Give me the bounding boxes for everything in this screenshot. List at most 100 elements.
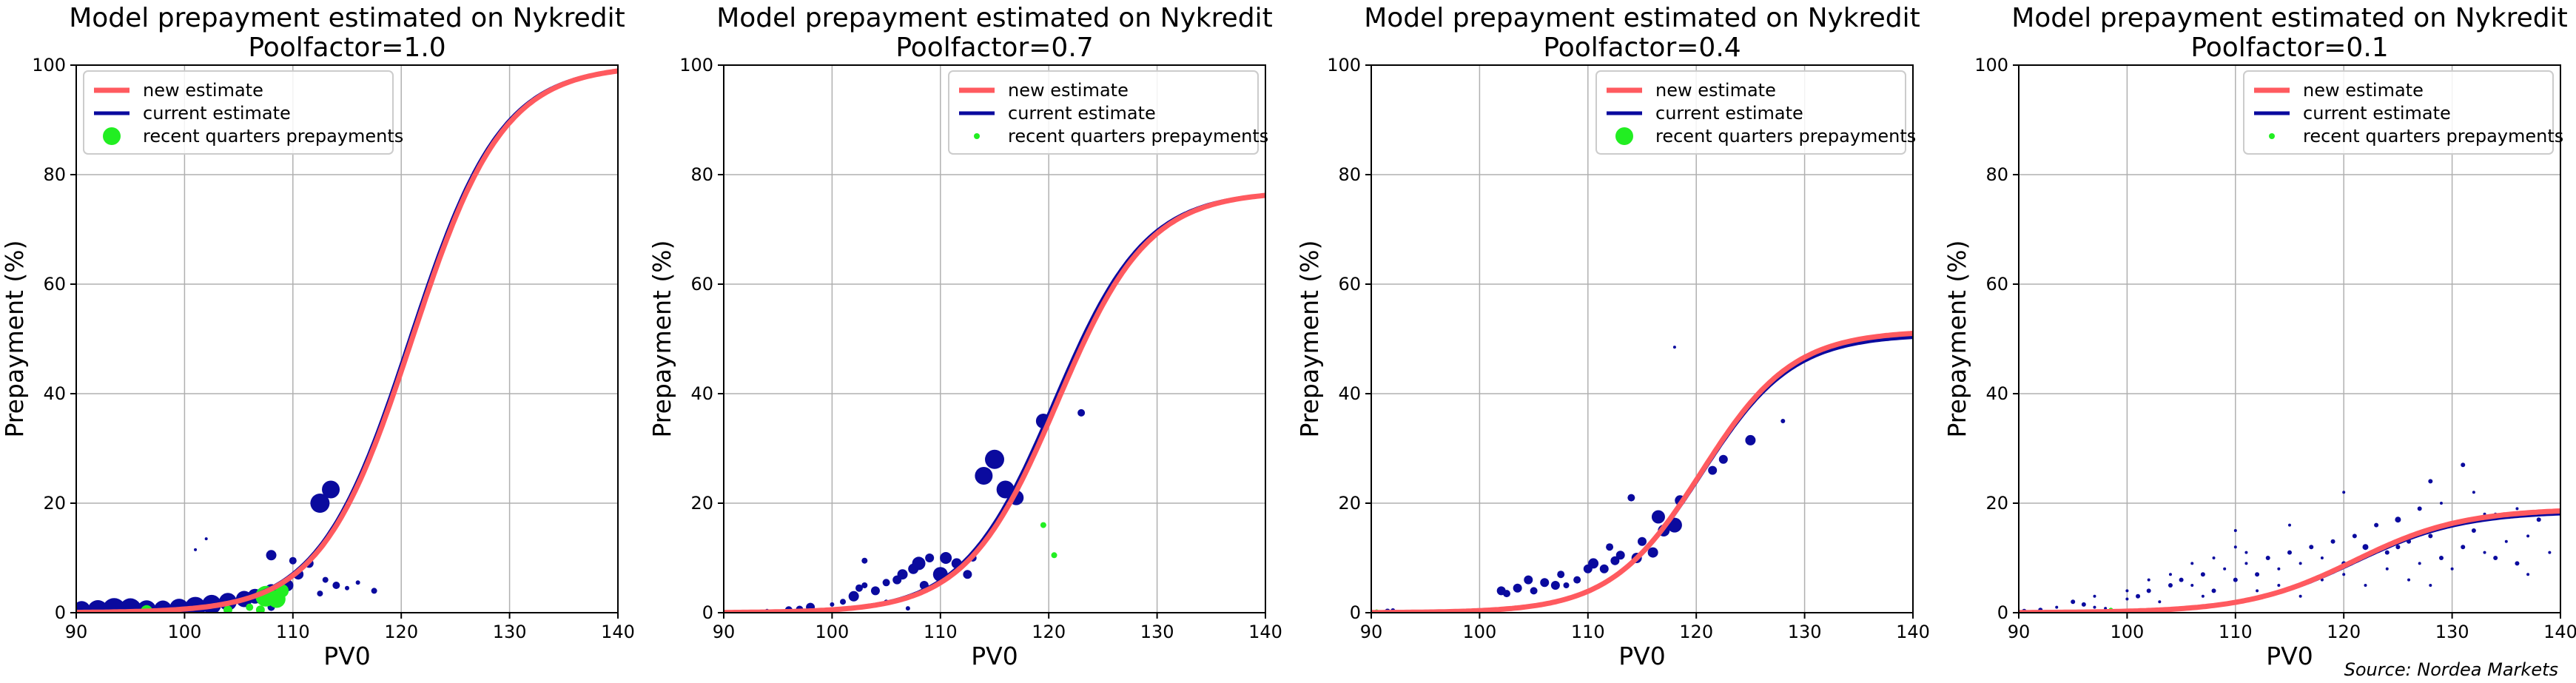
history-point — [2179, 577, 2184, 582]
history-point — [861, 557, 868, 564]
current-estimate-line — [1371, 335, 1913, 613]
legend-box — [2243, 70, 2554, 155]
history-point — [2277, 567, 2281, 571]
y-tick-label: 20 — [690, 493, 713, 514]
current-estimate-line — [724, 193, 1265, 613]
chart-subtitle: Poolfactor=0.4 — [1543, 33, 1741, 63]
history-point — [2055, 605, 2059, 609]
chart-title: Model prepayment estimated on Nykredit — [2011, 3, 2568, 33]
history-point — [2330, 539, 2335, 544]
y-tick-label: 20 — [1985, 493, 2008, 514]
x-tick-label: 140 — [601, 622, 635, 642]
history-point — [1573, 576, 1581, 584]
history-point — [1615, 551, 1625, 560]
history-point — [289, 556, 297, 565]
y-tick-label: 0 — [55, 602, 66, 623]
history-point — [870, 586, 880, 596]
x-tick-label: 110 — [1571, 622, 1605, 642]
x-tick-label: 100 — [1462, 622, 1496, 642]
history-point — [840, 599, 847, 605]
history-point — [2256, 589, 2259, 593]
chart-title: Model prepayment estimated on Nykredit — [69, 3, 625, 33]
history-point — [310, 494, 330, 513]
history-point — [2233, 545, 2237, 549]
y-tick-label: 100 — [1974, 55, 2008, 75]
x-axis-label: PV0 — [971, 642, 1018, 670]
history-point — [2493, 556, 2498, 560]
y-tick-label: 60 — [690, 274, 713, 295]
chart-subtitle: Poolfactor=0.1 — [2190, 33, 2388, 63]
history-point — [882, 579, 890, 587]
history-point — [371, 588, 377, 594]
x-tick-label: 90 — [713, 622, 736, 642]
x-tick-label: 140 — [1896, 622, 1930, 642]
plot-area — [724, 192, 1265, 613]
history-point — [975, 467, 993, 485]
y-axis-label: Prepayment (%) — [0, 240, 29, 437]
history-point — [1503, 590, 1510, 598]
history-point — [2201, 594, 2205, 598]
y-tick-label: 80 — [1338, 164, 1361, 185]
source-note: Source: Nordea Markets — [2344, 659, 2558, 680]
history-point — [861, 582, 868, 588]
history-point — [2147, 578, 2150, 582]
history-point — [2277, 584, 2281, 587]
y-tick-label: 40 — [1985, 383, 2008, 404]
history-point — [2385, 567, 2389, 571]
chart-panel-4: 90 100 110 120 130 140 0 20 40 60 80 100 PV0 Prepayme… — [1943, 3, 2576, 670]
history-point — [1563, 582, 1570, 588]
history-point — [2472, 491, 2475, 494]
new-estimate-line — [724, 192, 1265, 613]
history-point — [897, 569, 908, 580]
x-tick-label: 100 — [167, 622, 201, 642]
y-tick-label: 100 — [1327, 55, 1361, 75]
history-point — [1780, 419, 1786, 423]
history-point — [2212, 556, 2216, 559]
recent-point — [223, 605, 232, 613]
y-axis-label: Prepayment (%) — [648, 240, 676, 437]
x-tick-label: 90 — [1360, 622, 1383, 642]
plot-area — [1371, 331, 1913, 613]
history-point — [2320, 556, 2324, 559]
history-point — [2461, 545, 2466, 550]
history-point — [2298, 594, 2302, 598]
history-point — [355, 580, 360, 585]
history-point — [332, 582, 340, 589]
x-tick-label: 90 — [65, 622, 88, 642]
history-point — [830, 602, 835, 607]
history-point — [2384, 550, 2390, 555]
new-estimate-line — [1371, 331, 1913, 613]
history-point — [2233, 529, 2237, 532]
history-point — [1524, 575, 1533, 585]
history-point — [2342, 491, 2346, 494]
history-point — [2352, 534, 2357, 539]
new-estimate-line — [76, 68, 618, 613]
history-point — [2158, 600, 2162, 604]
y-tick-label: 20 — [43, 493, 66, 514]
history-point — [2093, 605, 2096, 609]
history-point — [1647, 547, 1658, 558]
chart-title: Model prepayment estimated on Nykredit — [716, 3, 1273, 33]
y-tick-label: 60 — [1338, 274, 1361, 295]
history-point — [2526, 573, 2530, 576]
history-point — [2146, 588, 2151, 593]
history-point — [2515, 507, 2519, 511]
history-point — [322, 480, 340, 499]
y-tick-label: 40 — [1338, 383, 1361, 404]
plot-area — [76, 68, 618, 613]
plot-area — [2019, 462, 2560, 613]
y-tick-label: 40 — [690, 383, 713, 404]
history-point — [2342, 573, 2346, 576]
history-point — [2362, 544, 2369, 551]
y-tick-label: 80 — [1985, 164, 2008, 185]
recent-point — [246, 603, 254, 611]
history-point — [2168, 573, 2172, 576]
history-point — [1708, 465, 1718, 475]
history-point — [2407, 578, 2411, 582]
history-point — [2190, 562, 2194, 565]
x-tick-label: 100 — [815, 622, 849, 642]
history-point — [2418, 562, 2421, 565]
history-point — [2309, 545, 2314, 550]
history-point — [2515, 561, 2520, 566]
